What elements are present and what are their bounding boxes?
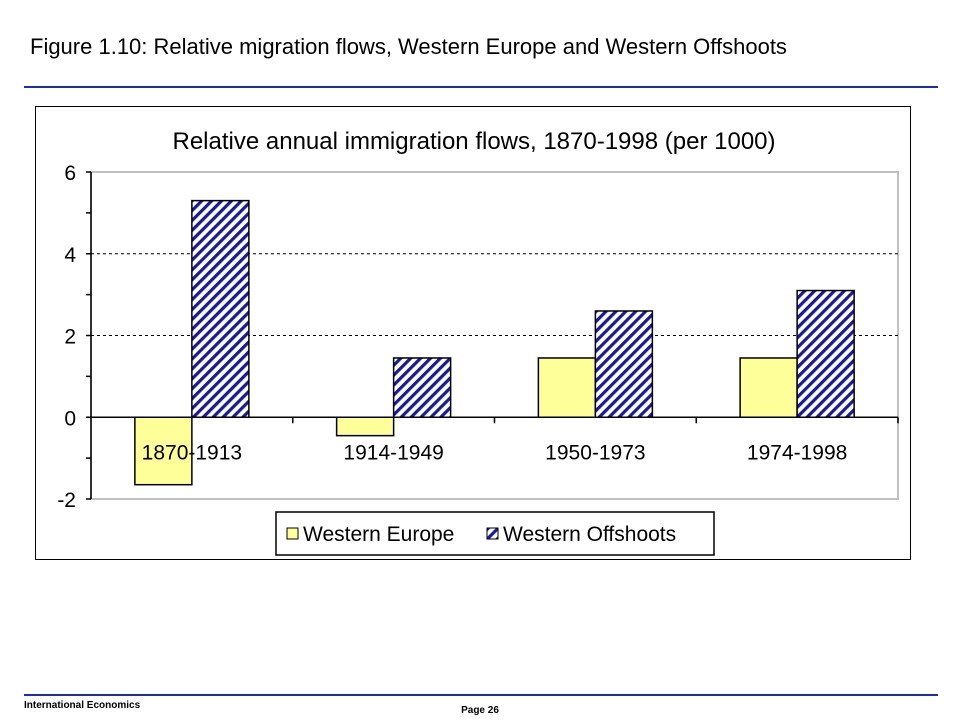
bar-western-europe-1974-1998: [739, 357, 798, 418]
y-tick-label: -2: [57, 489, 76, 512]
y-tick-label: 6: [64, 162, 76, 185]
bar-western-offshoots-1914-1949: [392, 357, 452, 418]
x-tick-label: 1914-1949: [343, 441, 443, 464]
chart-frame: Relative annual immigration flows, 1870-…: [35, 106, 911, 560]
bar-western-offshoots-1974-1998: [796, 289, 855, 419]
legend: Western Europe Western Offshoots: [275, 511, 715, 556]
bar-western-offshoots-1950-1973: [594, 310, 654, 419]
x-tick-label: 1950-1973: [545, 441, 645, 464]
footer-page-number: Page 26: [461, 705, 499, 716]
legend-swatch-western-europe: [286, 527, 299, 540]
bar-chart: Relative annual immigration flows, 1870-…: [57, 128, 899, 556]
footer-course-name: International Economics: [24, 700, 141, 711]
top-divider: [24, 86, 938, 88]
bar-western-offshoots-1870-1913: [191, 199, 250, 418]
bar-western-europe-1950-1973: [537, 357, 597, 418]
y-tick-label: 2: [64, 326, 76, 349]
legend-swatch-western-offshoots: [486, 527, 499, 540]
chart-title: Relative annual immigration flows, 1870-…: [173, 128, 776, 155]
y-tick-label: 0: [64, 407, 76, 430]
bar-western-europe-1914-1949: [335, 416, 395, 437]
bottom-divider: [24, 694, 938, 696]
x-tick-label: 1870-1913: [142, 441, 242, 464]
y-tick-label: 4: [64, 244, 76, 267]
slide-title: Figure 1.10: Relative migration flows, W…: [30, 34, 787, 59]
legend-label-western-offshoots: Western Offshoots: [503, 523, 676, 546]
x-tick-label: 1974-1998: [747, 441, 847, 464]
legend-label-western-europe: Western Europe: [303, 523, 454, 546]
